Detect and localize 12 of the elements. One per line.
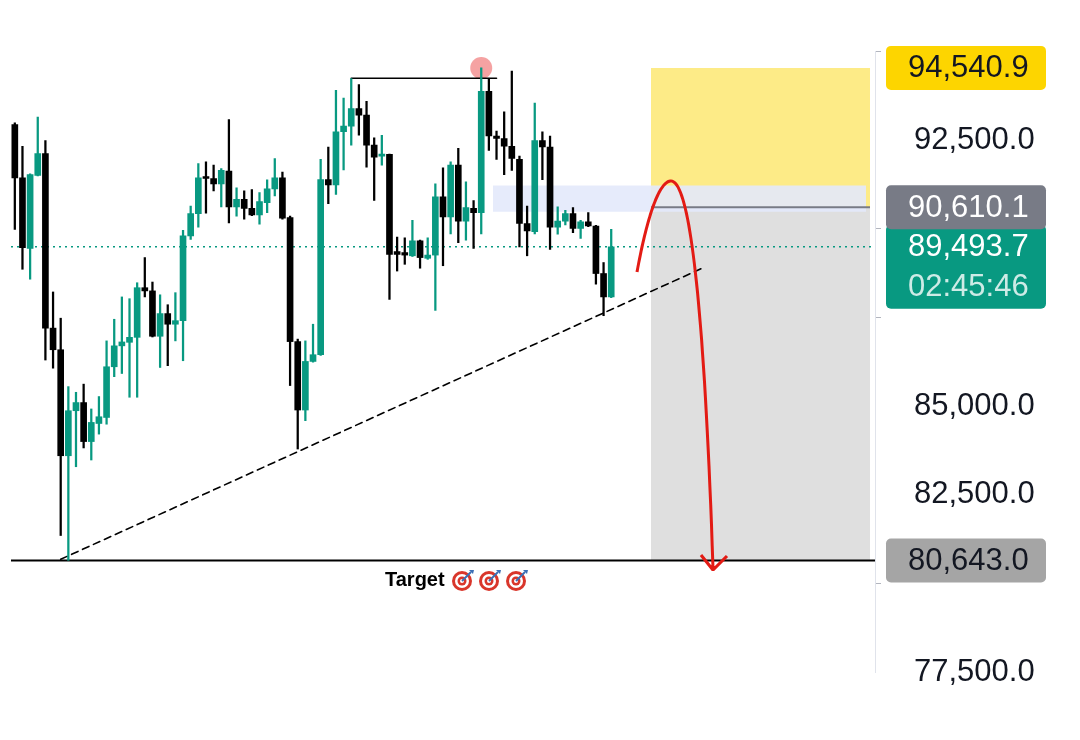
band-label: 94,540.9 [908,49,1029,85]
ref-line-label: 90,610.1 [908,188,1029,224]
candlestick [470,200,477,249]
y-tick-label: 85,000.0 [914,386,1035,422]
annotation: Target [385,567,445,590]
y-tick-label: 92,500.0 [914,120,1035,156]
y-tick-label: 77,500.0 [914,652,1035,688]
ref-line-label: 89,493.7 02:45:46 [908,228,1029,304]
candlestick [539,131,546,180]
band-label: 80,643.0 [908,542,1029,578]
y-tick-label: 82,500.0 [914,475,1035,511]
candlestick [233,187,240,217]
